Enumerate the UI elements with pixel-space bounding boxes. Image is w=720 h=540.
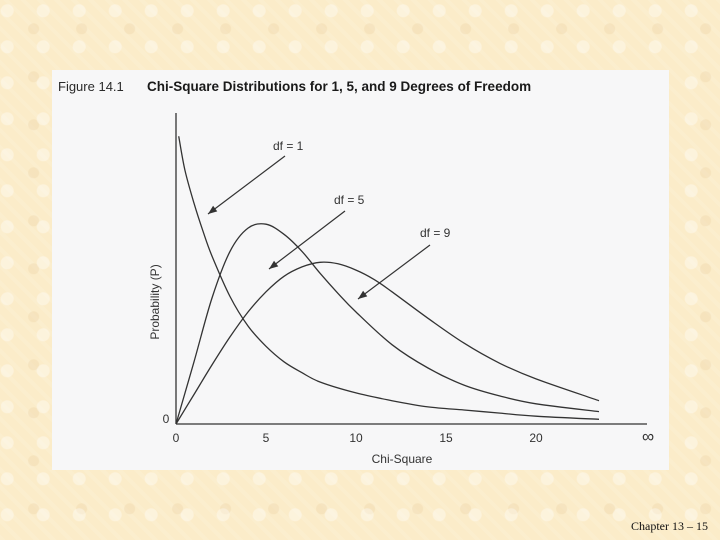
y-axis-label: Probability (P) — [148, 264, 162, 339]
arrow-df-5 — [268, 210, 346, 270]
df-annotations: df = 1 df = 5 df = 9 — [207, 139, 451, 300]
figure-panel: Figure 14.1 Chi-Square Distributions for… — [52, 70, 669, 470]
df-label-9: df = 9 — [420, 226, 451, 240]
slide-footer: Chapter 13 – 15 — [631, 519, 708, 533]
curve-df-1 — [178, 136, 600, 420]
arrowhead-df-9 — [358, 290, 368, 299]
figure-title: Chi-Square Distributions for 1, 5, and 9… — [147, 79, 531, 94]
x-tick-20: 20 — [529, 431, 543, 445]
arrow-df-1 — [207, 155, 286, 215]
distribution-curves — [175, 136, 600, 425]
arrowhead-df-5 — [269, 260, 279, 269]
arrowhead-df-1 — [208, 205, 218, 214]
x-tick-5: 5 — [263, 431, 270, 445]
df-label-5: df = 5 — [334, 193, 365, 207]
df-label-1: df = 1 — [273, 139, 304, 153]
x-infinity-label: ∞ — [642, 427, 654, 446]
x-tick-10: 10 — [349, 431, 363, 445]
chi-square-chart: Figure 14.1 Chi-Square Distributions for… — [58, 79, 654, 466]
arrow-df-9 — [357, 244, 431, 300]
curve-df-9 — [175, 261, 600, 425]
figure-number: Figure 14.1 — [58, 79, 124, 94]
curve-df-5 — [175, 223, 600, 425]
x-tick-labels: 0 5 10 15 20 — [173, 431, 543, 445]
y-tick-0: 0 — [163, 412, 170, 426]
x-axis-label: Chi-Square — [372, 452, 433, 466]
x-tick-0: 0 — [173, 431, 180, 445]
x-tick-15: 15 — [439, 431, 453, 445]
